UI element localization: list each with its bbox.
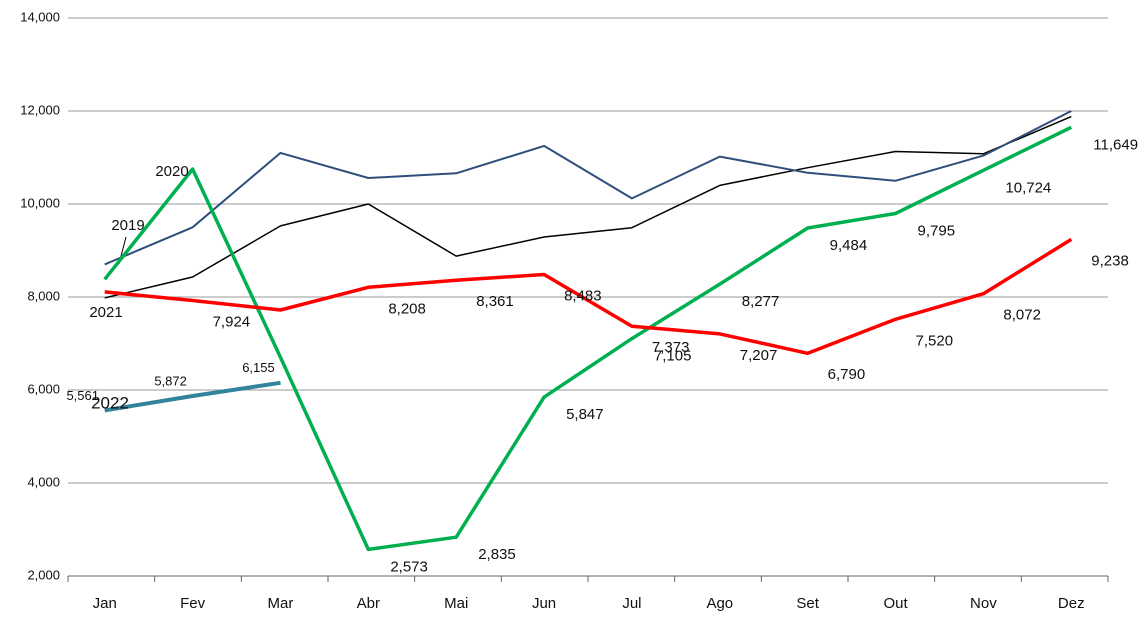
data-label: 5,847 [566,406,604,423]
x-tick-label: Mai [444,595,468,612]
y-tick-label: 10,000 [20,195,60,210]
data-label: 10,724 [1005,179,1051,196]
y-tick-label: 6,000 [27,381,60,396]
series-line [104,237,1073,356]
data-label: 8,208 [388,300,426,317]
x-tick-label: Set [796,595,819,612]
data-label: 8,361 [476,293,514,310]
data-label: 6,155 [242,360,275,375]
series-name: 2020 [155,163,188,180]
data-label: 8,072 [1003,307,1041,324]
data-label: 5,561 [66,388,99,403]
data-label: 5,872 [154,373,187,388]
x-tick-label: Abr [357,595,380,612]
x-tick-label: Dez [1058,595,1085,612]
x-tick-label: Jun [532,595,556,612]
data-label: 11,649 [1093,136,1138,153]
data-label: 8,483 [564,288,602,305]
data-label: 2,573 [390,558,428,575]
series-line [104,380,281,413]
series-line [103,125,1073,552]
data-label: 6,790 [828,366,866,383]
y-tick-label: 8,000 [27,288,60,303]
x-tick-label: Jan [93,595,117,612]
series-name: 2021 [89,304,122,321]
series-line [104,110,1072,266]
series-line [104,115,1072,299]
x-tick-label: Jul [622,595,641,612]
data-label: 8,277 [742,293,780,310]
series-name: 2019 [111,217,144,234]
x-tick-label: Ago [706,595,733,612]
data-label: 7,373 [652,339,690,356]
data-label: 7,207 [740,347,778,364]
y-tick-label: 12,000 [20,102,60,117]
y-tick-label: 2,000 [27,567,60,582]
x-tick-label: Fev [180,595,206,612]
y-tick-label: 4,000 [27,474,60,489]
x-tick-label: Nov [970,595,997,612]
data-label: 7,520 [916,332,954,349]
data-label: 7,924 [213,314,251,331]
y-tick-label: 14,000 [20,9,60,24]
data-label: 9,484 [830,237,868,254]
data-label: 2,835 [478,546,516,563]
x-tick-label: Out [883,595,908,612]
x-tick-label: Mar [268,595,294,612]
data-label: 9,238 [1091,252,1129,269]
data-label: 9,795 [918,223,956,240]
series-name: 2022 [91,393,129,412]
data-label: 7,105 [654,348,692,365]
